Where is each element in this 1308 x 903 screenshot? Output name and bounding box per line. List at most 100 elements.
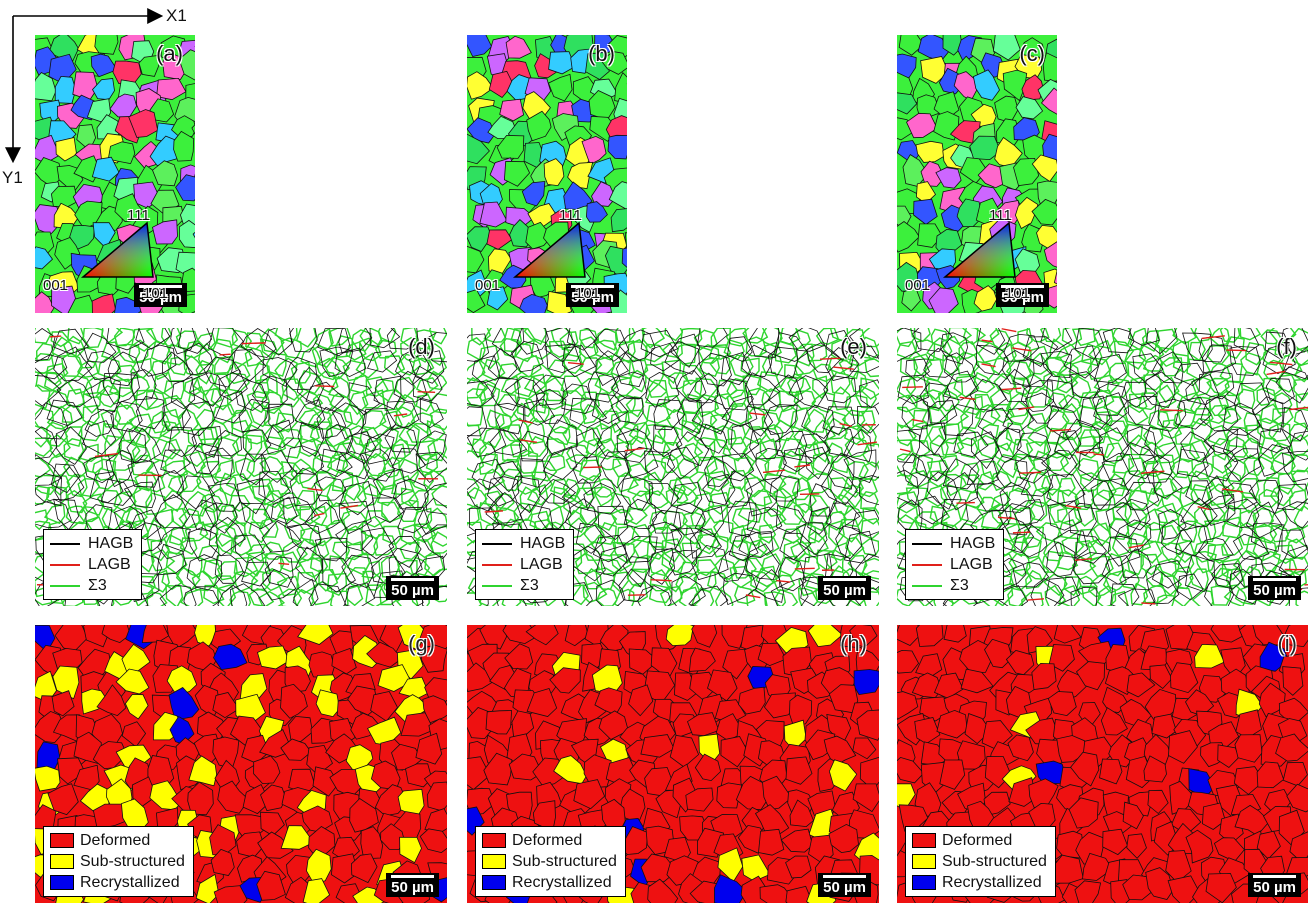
lagb-segment bbox=[583, 467, 602, 468]
ipf-label-101: 101 bbox=[143, 285, 168, 302]
scale-bar-label: 50 µm bbox=[1253, 582, 1296, 599]
legend-entry: Recrystallized bbox=[50, 872, 185, 893]
scale-bar-label: 50 µm bbox=[391, 879, 434, 896]
lagb-segment bbox=[820, 358, 840, 359]
legend-entry: Deformed bbox=[50, 830, 185, 851]
legend-marker bbox=[912, 833, 936, 848]
grain bbox=[759, 829, 784, 855]
legend-label: HAGB bbox=[520, 535, 565, 553]
legend-marker bbox=[482, 585, 512, 587]
boundary-legend: HAGB LAGB Σ3 bbox=[905, 529, 1004, 600]
scale-bar: 50 µm bbox=[818, 576, 871, 600]
legend-label: LAGB bbox=[950, 556, 993, 574]
legend-label: Sub-structured bbox=[512, 853, 617, 871]
ipf-triangle-icon bbox=[467, 203, 627, 313]
scale-bar-line bbox=[391, 875, 434, 878]
legend-entry: LAGB bbox=[482, 554, 565, 575]
lagb-segment bbox=[795, 568, 815, 569]
grain bbox=[486, 711, 512, 735]
ipf-triangle-icon bbox=[35, 203, 195, 313]
grain bbox=[95, 35, 118, 54]
grain bbox=[854, 670, 879, 695]
lagb-segment bbox=[1141, 603, 1155, 604]
legend-marker bbox=[50, 875, 74, 890]
scale-bar-label: 50 µm bbox=[823, 582, 866, 599]
legend-label: Deformed bbox=[80, 832, 150, 850]
legend-entry: Sub-structured bbox=[50, 851, 185, 872]
scale-bar-label: 50 µm bbox=[391, 582, 434, 599]
legend-marker bbox=[912, 585, 942, 587]
legend-marker bbox=[482, 875, 506, 890]
scale-bar: 50 µm bbox=[386, 873, 439, 897]
panel-letter: (f) bbox=[1276, 334, 1297, 360]
grain bbox=[790, 695, 812, 724]
legend-entry: LAGB bbox=[50, 554, 133, 575]
grain bbox=[309, 652, 335, 678]
lagb-segment bbox=[418, 392, 436, 393]
panel-letter: (i) bbox=[1277, 631, 1297, 657]
legend-label: Recrystallized bbox=[80, 874, 180, 892]
lagb-segment bbox=[50, 336, 61, 337]
legend-label: Sub-structured bbox=[80, 853, 185, 871]
legend-marker bbox=[482, 543, 512, 545]
legend-marker bbox=[50, 564, 80, 566]
scale-bar-label: 50 µm bbox=[823, 879, 866, 896]
legend-entry: HAGB bbox=[912, 533, 995, 554]
legend-entry: Recrystallized bbox=[482, 872, 617, 893]
panel-letter: (b) bbox=[588, 41, 615, 67]
ipf-label-001: 001 bbox=[475, 277, 500, 294]
legend-label: Recrystallized bbox=[512, 874, 612, 892]
scale-bar: 50 µm bbox=[818, 873, 871, 897]
legend-entry: Sub-structured bbox=[912, 851, 1047, 872]
legend-label: Σ3 bbox=[88, 577, 107, 595]
panel-letter: (d) bbox=[408, 334, 435, 360]
legend-label: Recrystallized bbox=[942, 874, 1042, 892]
legend-marker bbox=[482, 854, 506, 869]
legend-label: Deformed bbox=[942, 832, 1012, 850]
panel-letter: (g) bbox=[408, 631, 435, 657]
legend-entry: Σ3 bbox=[50, 575, 133, 596]
legend-entry: Deformed bbox=[912, 830, 1047, 851]
grain bbox=[113, 61, 141, 84]
lagb-segment bbox=[279, 563, 290, 564]
lagb-segment bbox=[902, 387, 923, 388]
lagb-segment bbox=[1019, 472, 1041, 473]
phase-legend: Deformed Sub-structured Recrystallized bbox=[43, 826, 194, 897]
legend-marker bbox=[50, 833, 74, 848]
x-axis-label: X1 bbox=[166, 6, 187, 26]
legend-marker bbox=[912, 854, 936, 869]
legend-entry: Deformed bbox=[482, 830, 617, 851]
ipf-label-111: 111 bbox=[559, 207, 582, 224]
y-axis-label: Y1 bbox=[2, 168, 23, 188]
grain bbox=[1043, 53, 1057, 82]
ipf-label-101: 101 bbox=[1005, 285, 1030, 302]
phase-map-panel: (g) 50 µm Deformed Sub-structured Recrystall… bbox=[35, 625, 447, 903]
scale-bar-line bbox=[1253, 875, 1296, 878]
legend-label: HAGB bbox=[950, 535, 995, 553]
scale-bar-line bbox=[823, 578, 866, 581]
ipf-label-111: 111 bbox=[989, 207, 1012, 224]
lagb-segment bbox=[315, 386, 334, 387]
legend-marker bbox=[50, 543, 80, 545]
lagb-segment bbox=[956, 503, 974, 504]
scale-bar: 50 µm bbox=[386, 576, 439, 600]
legend-marker bbox=[912, 875, 936, 890]
ipf-label-001: 001 bbox=[43, 277, 68, 294]
legend-label: Σ3 bbox=[950, 577, 969, 595]
legend-label: LAGB bbox=[88, 556, 131, 574]
boundary-map-panel: (f) 50 µm HAGB LAGB Σ3 bbox=[897, 328, 1308, 606]
legend-label: LAGB bbox=[520, 556, 563, 574]
grain bbox=[35, 766, 60, 791]
phase-legend: Deformed Sub-structured Recrystallized bbox=[475, 826, 626, 897]
scale-bar-label: 50 µm bbox=[1253, 879, 1296, 896]
legend-entry: LAGB bbox=[912, 554, 995, 575]
